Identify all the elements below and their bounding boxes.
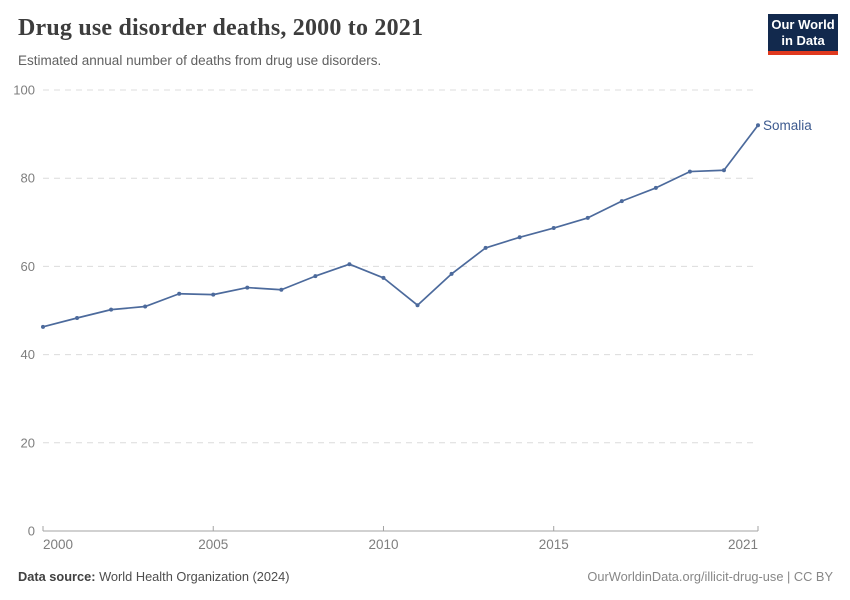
data-point-marker <box>347 262 352 267</box>
y-tick-label: 60 <box>21 259 35 274</box>
y-tick-label: 20 <box>21 435 35 450</box>
data-point-marker <box>415 303 420 308</box>
data-point-marker <box>143 304 148 309</box>
data-point-marker <box>177 291 182 296</box>
y-tick-label: 100 <box>13 83 35 98</box>
data-point-marker <box>585 215 590 220</box>
y-tick-label: 40 <box>21 347 35 362</box>
data-point-marker <box>279 287 284 292</box>
data-point-marker <box>245 285 250 290</box>
data-point-marker <box>551 226 556 231</box>
x-tick-label: 2010 <box>368 537 398 552</box>
credit-link: OurWorldinData.org/illicit-drug-use | CC… <box>587 569 833 584</box>
owid-logo-line2: in Data <box>781 33 825 48</box>
data-point-marker <box>75 315 80 320</box>
owid-logo: Our World in Data <box>768 14 838 55</box>
data-point-marker <box>483 245 488 250</box>
data-point-marker <box>109 307 114 312</box>
owid-logo-line1: Our World <box>771 17 835 32</box>
x-tick-label: 2005 <box>198 537 228 552</box>
y-tick-label: 80 <box>21 171 35 186</box>
data-point-marker <box>313 274 318 279</box>
data-point-marker <box>517 235 522 240</box>
x-tick-label: 2015 <box>539 537 569 552</box>
data-point-marker <box>41 324 45 329</box>
chart-subtitle: Estimated annual number of deaths from d… <box>18 53 382 68</box>
x-tick-label: 2021 <box>728 537 758 552</box>
data-point-marker <box>687 169 692 174</box>
x-tick-label: 2000 <box>43 537 73 552</box>
y-tick-label: 0 <box>28 524 35 539</box>
data-source-value: World Health Organization (2024) <box>95 569 290 584</box>
data-point-marker <box>381 275 386 280</box>
series-end-label: Somalia <box>763 118 812 133</box>
data-point-marker <box>756 123 760 128</box>
data-source-note: Data source: World Health Organization (… <box>18 569 289 584</box>
data-source-label: Data source: <box>18 569 96 584</box>
data-series-line <box>42 124 759 328</box>
data-point-marker <box>211 292 216 297</box>
chart-title: Drug use disorder deaths, 2000 to 2021 <box>18 15 424 41</box>
data-point-marker <box>653 185 658 190</box>
data-point-marker <box>721 168 726 173</box>
data-point-marker <box>619 199 624 204</box>
data-point-marker <box>449 271 454 276</box>
